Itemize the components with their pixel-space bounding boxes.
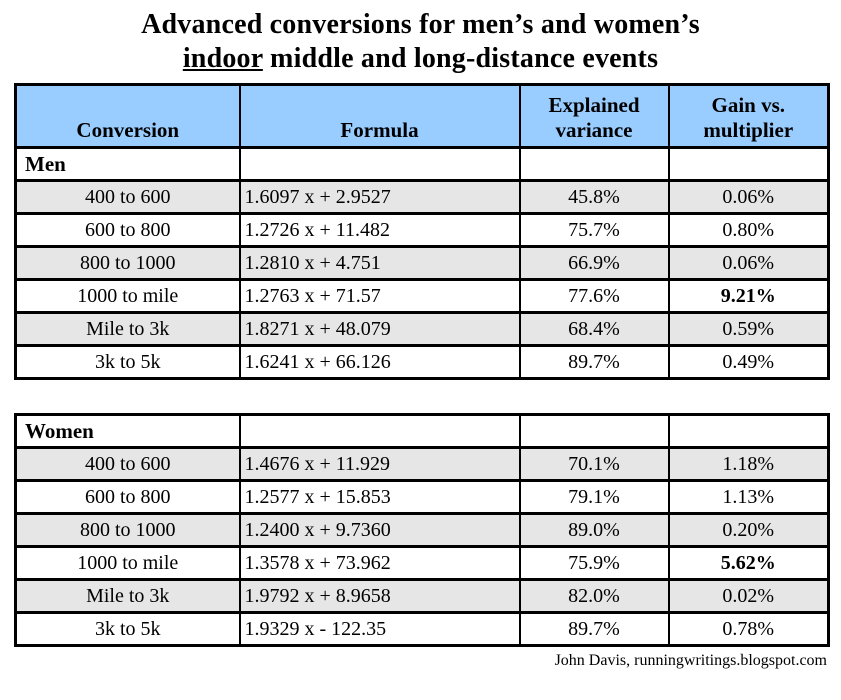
- variance-cell: 75.7%: [518, 212, 670, 248]
- table-row: Mile to 3k 1.8271 x + 48.079 68.4% 0.59%: [14, 311, 830, 347]
- formula-cell: 1.4676 x + 11.929: [238, 446, 521, 482]
- column-header-conversion: Conversion: [14, 83, 241, 149]
- title-line-2: indoor middle and long-distance events: [0, 42, 841, 76]
- formula-cell: 1.6241 x + 66.126: [238, 344, 521, 380]
- table-row: 800 to 1000 1.2810 x + 4.751 66.9% 0.06%: [14, 245, 830, 281]
- conversion-cell: 800 to 1000: [14, 512, 241, 548]
- variance-cell: 89.7%: [518, 344, 670, 380]
- men-table: Conversion Formula Explained variance Ga…: [14, 83, 830, 380]
- gain-cell: 0.06%: [667, 179, 830, 215]
- gain-cell: 0.02%: [667, 578, 830, 614]
- conversion-cell: 800 to 1000: [14, 245, 241, 281]
- credit-line: John Davis, runningwritings.blogspot.com: [554, 652, 827, 669]
- conversion-cell: 600 to 800: [14, 479, 241, 515]
- conversion-cell: Mile to 3k: [14, 578, 241, 614]
- variance-cell: 89.7%: [518, 611, 670, 647]
- table-row: 800 to 1000 1.2400 x + 9.7360 89.0% 0.20…: [14, 512, 830, 548]
- variance-cell: 89.0%: [518, 512, 670, 548]
- group-label: Women: [14, 413, 241, 449]
- table-row: Mile to 3k 1.9792 x + 8.9658 82.0% 0.02%: [14, 578, 830, 614]
- title-line-1: Advanced conversions for men’s and women…: [141, 9, 700, 40]
- empty-cell: [238, 146, 521, 182]
- formula-cell: 1.6097 x + 2.9527: [238, 179, 521, 215]
- gain-cell: 0.06%: [667, 245, 830, 281]
- group-row-men: Men: [14, 146, 830, 182]
- variance-cell: 70.1%: [518, 446, 670, 482]
- variance-cell: 45.8%: [518, 179, 670, 215]
- variance-cell: 79.1%: [518, 479, 670, 515]
- conversion-cell: Mile to 3k: [14, 311, 241, 347]
- gain-cell-highlight: 9.21%: [667, 278, 830, 314]
- conversion-cell: 1000 to mile: [14, 545, 241, 581]
- title-underline-word: indoor: [182, 43, 263, 74]
- column-header-gain: Gain vs. multiplier: [667, 83, 830, 149]
- formula-cell: 1.2577 x + 15.853: [238, 479, 521, 515]
- empty-cell: [667, 413, 830, 449]
- gain-cell: 0.78%: [667, 611, 830, 647]
- variance-cell: 66.9%: [518, 245, 670, 281]
- table-row: 400 to 600 1.4676 x + 11.929 70.1% 1.18%: [14, 446, 830, 482]
- gain-cell: 0.59%: [667, 311, 830, 347]
- conversion-cell: 3k to 5k: [14, 344, 241, 380]
- table-row: 600 to 800 1.2577 x + 15.853 79.1% 1.13%: [14, 479, 830, 515]
- table-row: 3k to 5k 1.9329 x - 122.35 89.7% 0.78%: [14, 611, 830, 647]
- column-header-formula: Formula: [238, 83, 521, 149]
- variance-cell: 77.6%: [518, 278, 670, 314]
- formula-cell: 1.2400 x + 9.7360: [238, 512, 521, 548]
- empty-cell: [238, 413, 521, 449]
- empty-cell: [667, 146, 830, 182]
- group-label: Men: [14, 146, 241, 182]
- conversion-cell: 400 to 600: [14, 446, 241, 482]
- empty-cell: [518, 146, 670, 182]
- variance-cell: 75.9%: [518, 545, 670, 581]
- conversion-cell: 600 to 800: [14, 212, 241, 248]
- formula-cell: 1.2810 x + 4.751: [238, 245, 521, 281]
- formula-cell: 1.8271 x + 48.079: [238, 311, 521, 347]
- formula-cell: 1.3578 x + 73.962: [238, 545, 521, 581]
- title-line-2-rest: middle and long-distance events: [262, 43, 659, 74]
- formula-cell: 1.9792 x + 8.9658: [238, 578, 521, 614]
- gain-cell: 1.13%: [667, 479, 830, 515]
- header-row: Conversion Formula Explained variance Ga…: [14, 83, 830, 149]
- column-header-variance: Explained variance: [518, 83, 670, 149]
- formula-cell: 1.2726 x + 11.482: [238, 212, 521, 248]
- gain-cell-highlight: 5.62%: [667, 545, 830, 581]
- table-row: 1000 to mile 1.3578 x + 73.962 75.9% 5.6…: [14, 545, 830, 581]
- table-row: 3k to 5k 1.6241 x + 66.126 89.7% 0.49%: [14, 344, 830, 380]
- formula-cell: 1.9329 x - 122.35: [238, 611, 521, 647]
- group-row-women: Women: [14, 413, 830, 449]
- gain-cell: 0.49%: [667, 344, 830, 380]
- women-table: Women 400 to 600 1.4676 x + 11.929 70.1%…: [14, 413, 830, 647]
- page-title: Advanced conversions for men’s and women…: [0, 8, 841, 76]
- variance-cell: 82.0%: [518, 578, 670, 614]
- conversion-cell: 400 to 600: [14, 179, 241, 215]
- empty-cell: [518, 413, 670, 449]
- gain-cell: 1.18%: [667, 446, 830, 482]
- variance-cell: 68.4%: [518, 311, 670, 347]
- table-row: 400 to 600 1.6097 x + 2.9527 45.8% 0.06%: [14, 179, 830, 215]
- conversion-cell: 3k to 5k: [14, 611, 241, 647]
- gain-cell: 0.80%: [667, 212, 830, 248]
- table-row: 1000 to mile 1.2763 x + 71.57 77.6% 9.21…: [14, 278, 830, 314]
- formula-cell: 1.2763 x + 71.57: [238, 278, 521, 314]
- gain-cell: 0.20%: [667, 512, 830, 548]
- table-row: 600 to 800 1.2726 x + 11.482 75.7% 0.80%: [14, 212, 830, 248]
- conversion-cell: 1000 to mile: [14, 278, 241, 314]
